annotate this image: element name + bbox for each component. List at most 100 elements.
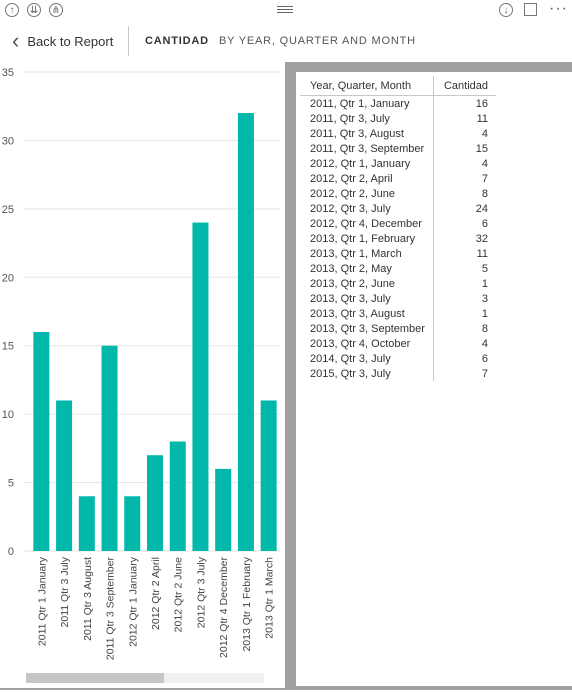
table-row[interactable]: 2012, Qtr 4, December 6	[300, 216, 496, 231]
x-tick-label: 2013 Qtr 1 March	[264, 557, 276, 639]
more-options-button[interactable]: ···	[549, 0, 568, 17]
table-cell-cantidad: 24	[432, 201, 496, 216]
table-row[interactable]: 2013, Qtr 3, July 3	[300, 291, 496, 306]
x-tick-label: 2012 Qtr 4 December	[218, 557, 230, 658]
arrow-up-circle-icon[interactable]: ↑	[5, 3, 19, 17]
bar[interactable]	[147, 455, 163, 551]
back-to-report-button[interactable]: ‹ Back to Report	[12, 30, 113, 52]
bar[interactable]	[33, 332, 50, 551]
table-cell-period: 2012, Qtr 2, June	[310, 187, 395, 200]
bar[interactable]	[78, 496, 95, 551]
bar-chart-svg: 0 5 10 15 20 25 30 35 2011 Qtr 1 January 2011 Qtr…	[2, 67, 280, 660]
table-cell-cantidad: 11	[432, 111, 496, 126]
table-cell-cantidad: 15	[432, 141, 496, 156]
table-cell-period: 2012, Qtr 4, December	[310, 217, 422, 230]
x-tick-label: 2011 Qtr 1 January	[36, 556, 48, 646]
table-cell-period: 2013, Qtr 2, May	[310, 262, 392, 275]
bar[interactable]	[215, 468, 232, 551]
table-cell-cantidad: 1	[432, 276, 496, 291]
table-cell-period: 2012, Qtr 3, July	[310, 202, 391, 215]
table-cell-period: 2013, Qtr 3, September	[310, 322, 425, 335]
table-cell-period: 2012, Qtr 1, January	[310, 157, 411, 170]
y-tick-label: 10	[2, 409, 14, 421]
x-tick-label: 2012 Qtr 1 January	[127, 556, 139, 647]
bar-chart: 0 5 10 15 20 25 30 35 2011 Qtr 1 January 2011 Qtr…	[0, 62, 285, 688]
bar[interactable]	[169, 441, 186, 551]
data-table: Year, Quarter, Month Cantidad 2011, Qtr …	[300, 76, 496, 381]
table-cell-period: 2011, Qtr 3, July	[310, 112, 390, 125]
focus-mode-icon[interactable]	[524, 3, 537, 16]
y-tick-label: 35	[2, 67, 14, 79]
table-row[interactable]: 2013, Qtr 1, February 32	[300, 231, 496, 246]
table-body: 2011, Qtr 1, January 16 2011, Qtr 3, July 1…	[300, 95, 496, 381]
bar[interactable]	[237, 113, 254, 552]
table-row[interactable]: 2013, Qtr 3, September 8	[300, 321, 496, 336]
table-cell-cantidad: 4	[432, 126, 496, 141]
expand-hierarchy-circle-icon[interactable]: ⋔	[49, 3, 63, 17]
y-tick-label: 20	[2, 272, 14, 284]
table-cell-cantidad: 3	[432, 291, 496, 306]
y-tick-label: 15	[2, 341, 14, 353]
table-row[interactable]: 2012, Qtr 2, April 7	[300, 171, 496, 186]
table-cell-cantidad: 32	[432, 231, 496, 246]
table-cell-cantidad: 11	[432, 246, 496, 261]
x-tick-label: 2012 Qtr 2 April	[150, 557, 162, 630]
table-cell-period: 2013, Qtr 1, February	[310, 232, 416, 245]
bar[interactable]	[124, 496, 141, 551]
arrow-down-circle-icon[interactable]: ↓	[499, 3, 513, 17]
bar[interactable]	[101, 345, 118, 551]
x-tick-label: 2011 Qtr 3 August	[82, 557, 94, 641]
table-cell-cantidad: 8	[432, 321, 496, 336]
table-row[interactable]: 2011, Qtr 3, August 4	[300, 126, 496, 141]
table-cell-period: 2013, Qtr 3, July	[310, 292, 391, 305]
table-cell-cantidad: 8	[432, 186, 496, 201]
x-tick-label: 2012 Qtr 2 June	[173, 557, 185, 632]
table-row[interactable]: 2011, Qtr 1, January 16	[300, 95, 496, 111]
table-row[interactable]: 2013, Qtr 3, August 1	[300, 306, 496, 321]
column-header-year-quarter-month[interactable]: Year, Quarter, Month	[300, 76, 434, 96]
table-cell-cantidad: 5	[432, 261, 496, 276]
table-row[interactable]: 2011, Qtr 3, September 15	[300, 141, 496, 156]
table-cell-cantidad: 16	[432, 95, 496, 111]
table-row[interactable]: 2015, Qtr 3, July 7	[300, 366, 496, 381]
table-cell-period: 2011, Qtr 3, September	[310, 142, 425, 155]
table-cell-cantidad: 7	[432, 366, 496, 381]
x-tick-label: 2011 Qtr 3 July	[59, 556, 71, 627]
table-cell-period: 2011, Qtr 1, January	[310, 97, 410, 110]
table-row[interactable]: 2014, Qtr 3, July 6	[300, 351, 496, 366]
table-row[interactable]: 2013, Qtr 1, March 11	[300, 246, 496, 261]
table-cell-cantidad: 4	[432, 156, 496, 171]
table-cell-period: 2013, Qtr 1, March	[310, 247, 402, 260]
page-title: CANTIDAD	[145, 35, 209, 47]
table-cell-period: 2012, Qtr 2, April	[310, 172, 393, 185]
table-row[interactable]: 2012, Qtr 2, June 8	[300, 186, 496, 201]
header-divider	[128, 26, 129, 56]
x-tick-label: 2012 Qtr 3 July	[195, 556, 207, 628]
chart-scrollbar-thumb[interactable]	[26, 673, 164, 683]
table-cell-cantidad: 6	[432, 351, 496, 366]
table-cell-period: 2014, Qtr 3, July	[310, 352, 391, 365]
table-row[interactable]: 2012, Qtr 1, January 4	[300, 156, 496, 171]
data-table-panel: Year, Quarter, Month Cantidad 2011, Qtr …	[285, 62, 572, 688]
chevron-left-icon: ‹	[12, 28, 20, 53]
table-row[interactable]: 2013, Qtr 4, October 4	[300, 336, 496, 351]
page-header: ‹ Back to Report CANTIDAD BY YEAR, QUART…	[0, 22, 572, 62]
visual-toolbar: ↑ ⇊ ⋔ ↓ ···	[0, 0, 572, 22]
bottom-border	[0, 688, 572, 690]
double-arrow-down-circle-icon[interactable]: ⇊	[27, 3, 41, 17]
bar[interactable]	[56, 400, 73, 551]
drag-grip-icon[interactable]	[277, 6, 293, 13]
bar[interactable]	[260, 400, 277, 551]
table-row[interactable]: 2012, Qtr 3, July 24	[300, 201, 496, 216]
table-cell-cantidad: 7	[432, 171, 496, 186]
table-row[interactable]: 2013, Qtr 2, May 5	[300, 261, 496, 276]
data-table-container: Year, Quarter, Month Cantidad 2011, Qtr …	[296, 72, 572, 686]
page-subtitle: BY YEAR, QUARTER AND MONTH	[219, 35, 416, 47]
table-cell-cantidad: 6	[432, 216, 496, 231]
table-header-row: Year, Quarter, Month Cantidad	[300, 76, 496, 96]
table-row[interactable]: 2013, Qtr 2, June 1	[300, 276, 496, 291]
bar[interactable]	[192, 222, 209, 552]
table-row[interactable]: 2011, Qtr 3, July 11	[300, 111, 496, 126]
column-header-cantidad[interactable]: Cantidad	[432, 76, 496, 96]
x-tick-label: 2013 Qtr 1 February	[241, 556, 253, 651]
